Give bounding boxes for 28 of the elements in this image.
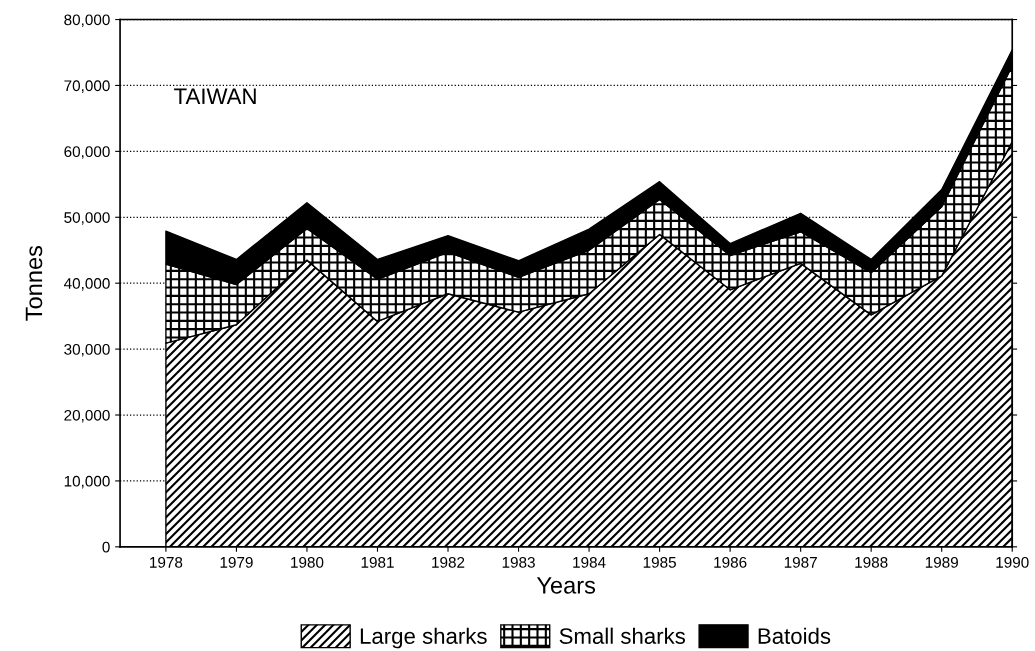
legend-label: Batoids	[758, 627, 831, 644]
x-tick-label: 1987	[784, 556, 817, 568]
x-tick-label: 1986	[714, 556, 747, 568]
x-tick-label: 1990	[996, 556, 1029, 568]
x-tick-label: 1981	[361, 556, 394, 568]
x-tick-label: 1984	[573, 556, 606, 568]
x-tick-label: 1982	[432, 556, 465, 568]
x-tick-label: 1985	[643, 556, 676, 568]
y-tick-label: 40,000	[63, 278, 110, 291]
x-tick-label: 1989	[925, 556, 958, 568]
y-tick-label: 60,000	[64, 146, 110, 159]
y-axis-title: Tonnes	[25, 245, 43, 321]
x-axis-title: Years	[536, 577, 596, 594]
y-tick-label: 70,000	[64, 80, 110, 93]
y-tick-label: 20,000	[64, 409, 110, 423]
x-tick-label: 1978	[150, 556, 183, 568]
annotation: TAIWAN	[174, 88, 256, 104]
y-tick-label: 10,000	[64, 475, 110, 489]
y-tick-label: 0	[102, 541, 110, 553]
x-tick-label: 1988	[855, 556, 888, 568]
legend-label: Small sharks	[559, 627, 685, 644]
y-tick-label: 50,000	[64, 212, 110, 225]
y-tick-label: 30,000	[64, 343, 110, 357]
x-tick-label: 1983	[502, 556, 535, 568]
x-tick-label: 1979	[220, 556, 253, 568]
y-tick-label: 80,000	[64, 14, 110, 28]
legend-label: Large sharks	[360, 627, 487, 649]
x-tick-label: 1980	[291, 556, 324, 568]
